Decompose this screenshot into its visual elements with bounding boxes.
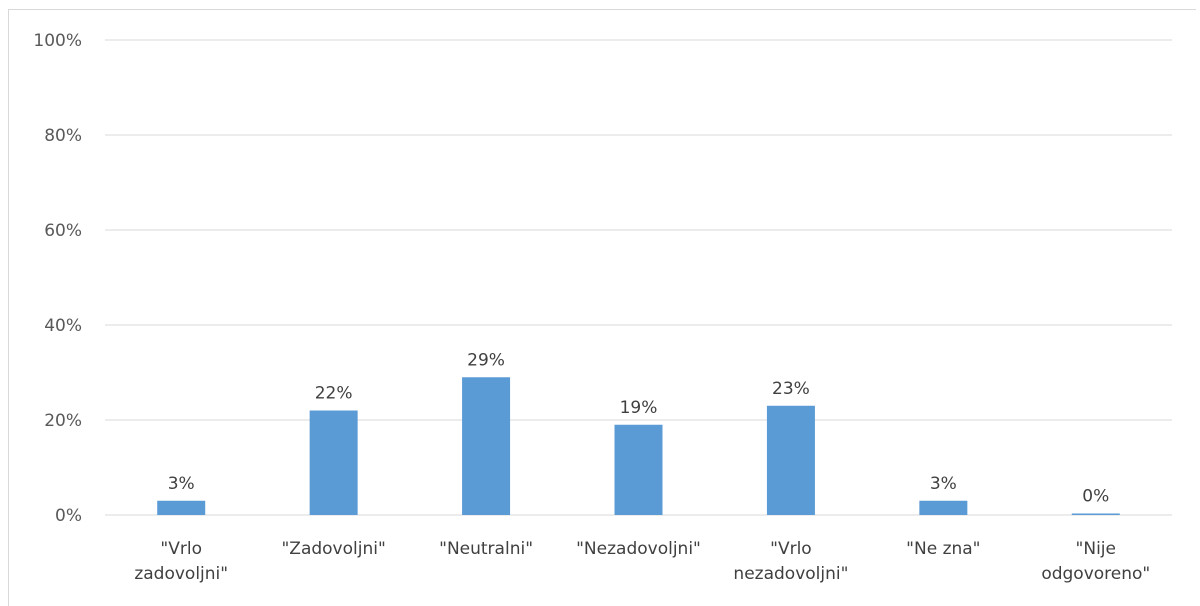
data-label: 3% <box>930 474 957 494</box>
bar <box>157 500 206 515</box>
data-label: 23% <box>772 379 810 399</box>
bar <box>1071 513 1120 515</box>
x-tick-label: "Zadovoljni" <box>281 539 385 559</box>
bar <box>309 410 358 515</box>
x-tick-label: "Neutralni" <box>439 539 533 559</box>
bar <box>614 424 663 515</box>
x-tick-label: "Ne zna" <box>906 539 980 559</box>
y-tick-label: 0% <box>55 506 82 526</box>
x-tick-label: "Vrlo zadovoljni" <box>134 539 228 584</box>
data-label: 0% <box>1082 487 1109 507</box>
y-tick-label: 100% <box>33 31 82 51</box>
bar <box>462 377 511 515</box>
y-tick-label: 40% <box>44 316 82 336</box>
data-label: 3% <box>168 474 195 494</box>
x-tick-label: "Vrlo nezadovoljni" <box>733 539 848 584</box>
x-tick-label: "Nije odgovoreno" <box>1041 539 1150 584</box>
bar <box>766 405 815 515</box>
x-tick-label: "Nezadovoljni" <box>576 539 701 559</box>
data-label: 29% <box>467 350 505 370</box>
bar <box>919 500 968 515</box>
y-tick-label: 60% <box>44 221 82 241</box>
y-tick-label: 80% <box>44 126 82 146</box>
y-tick-label: 20% <box>44 411 82 431</box>
data-label: 22% <box>315 384 353 404</box>
chart-area <box>8 9 1196 606</box>
data-label: 19% <box>620 398 658 418</box>
